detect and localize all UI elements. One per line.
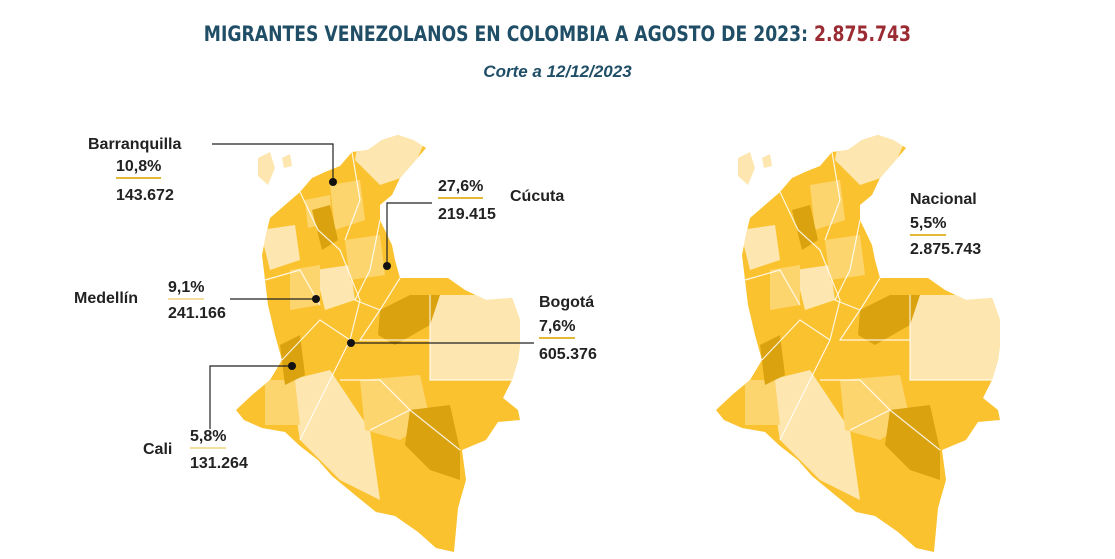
map-national (716, 135, 1000, 552)
marker-medellin (312, 295, 320, 303)
city-markers (288, 178, 391, 370)
city-count-bogota: 605.376 (539, 346, 597, 363)
city-percent-cucuta: 27,6% (438, 178, 484, 199)
title-total: 2.875.743 (814, 22, 911, 46)
city-name-bogota: Bogotá (539, 294, 595, 311)
national-percent: 5,5% (910, 215, 947, 236)
national-count: 2.875.743 (910, 241, 982, 258)
page-subtitle: Corte a 12/12/2023 (483, 62, 632, 81)
city-name-barranquilla: Barranquilla (88, 136, 182, 153)
marker-cucuta (383, 262, 391, 270)
city-percent-barranquilla: 10,8% (116, 158, 162, 179)
city-name-cali: Cali (143, 441, 173, 458)
city-count-medellin: 241.166 (168, 305, 226, 322)
marker-cali (288, 362, 296, 370)
marker-barranquilla (329, 178, 337, 186)
city-percent-cali: 5,8% (190, 428, 227, 449)
title-text: MIGRANTES VENEZOLANOS EN COLOMBIA A AGOS… (203, 22, 809, 46)
page-title: MIGRANTES VENEZOLANOS EN COLOMBIA A AGOS… (100, 22, 1014, 46)
city-percent-bogota: 7,6% (539, 318, 576, 339)
city-count-barranquilla: 143.672 (116, 187, 174, 204)
leader-lines (209, 143, 534, 429)
city-count-cali: 131.264 (190, 455, 248, 472)
marker-bogota (347, 339, 355, 347)
city-name-medellin: Medellín (74, 290, 139, 307)
city-percent-medellin: 9,1% (168, 279, 205, 300)
national-name: Nacional (910, 191, 977, 208)
map-cities (236, 135, 520, 552)
city-name-cucuta: Cúcuta (510, 188, 565, 205)
city-count-cucuta: 219.415 (438, 206, 496, 223)
